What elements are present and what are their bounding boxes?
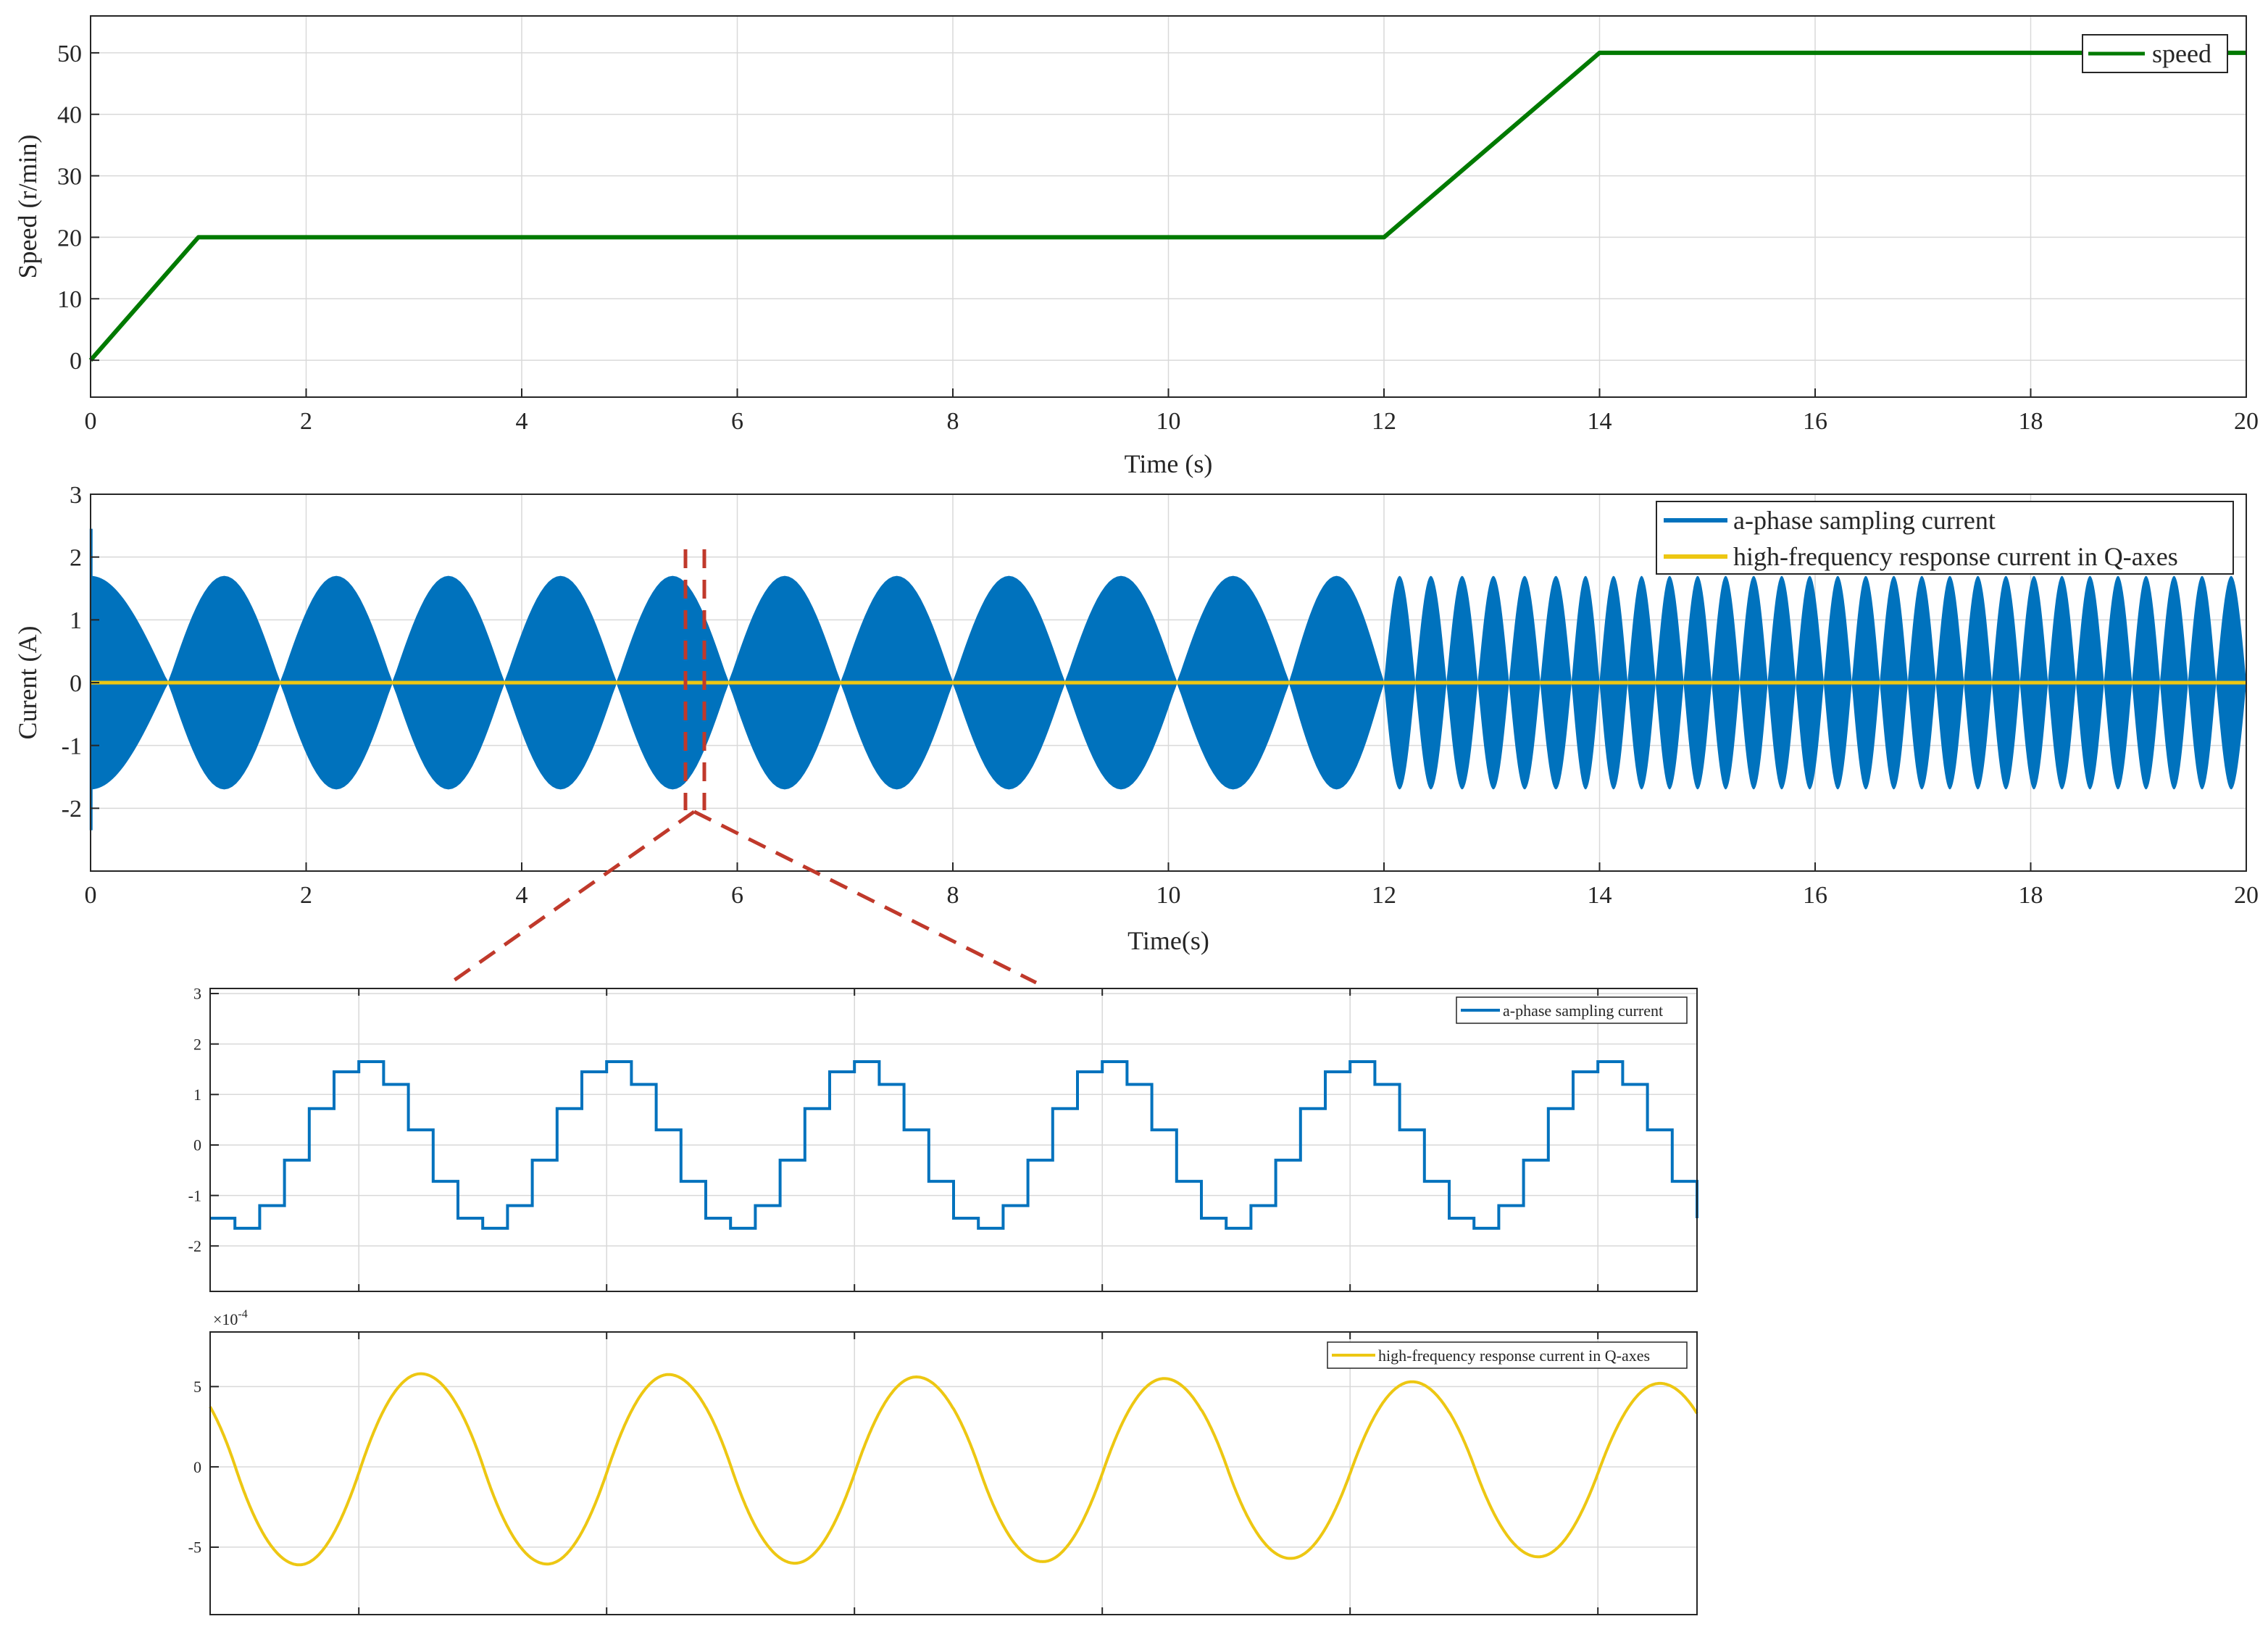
zoom-phase-y-tick-label-5: 3: [193, 985, 201, 1003]
zoom-hf-axes-frame: [209, 1331, 1698, 1615]
zoom-phase-y-tick-label-1: -1: [188, 1186, 201, 1204]
speed-x-tick-label-9: 18: [2019, 408, 2043, 435]
zoom-phase-y-tick-label-4: 2: [193, 1035, 201, 1053]
zoom-connector-left: [449, 809, 696, 985]
zoom-hf-ticks: -5 0 5: [188, 1332, 1599, 1615]
current-y-tick-label-5: 3: [70, 482, 82, 509]
zoom-hf-exponent-label: ×10-4: [213, 1308, 248, 1328]
speed-line: [88, 50, 2246, 362]
zoom-hf-legend: high-frequency response current in Q-axe…: [1327, 1341, 1688, 1369]
zoom-hf-panel: -5 0 5 ×10-4 high-frequency response curre…: [188, 1308, 1698, 1615]
zoom-phase-y-tick-label-0: -2: [188, 1237, 201, 1255]
current-x-tick-label-2: 4: [516, 882, 528, 909]
current-legend-label-phase: a-phase sampling current: [1733, 506, 1996, 535]
zoom-hf-legend-box: [1327, 1341, 1688, 1369]
current-x-tick-label-9: 18: [2019, 882, 2043, 909]
speed-panel: 0 2 4 6 8 10 12 14 16 18 20 0 10 20 30 40 50 Time (s) Sp…: [13, 15, 2259, 478]
zoom-hf-y-tick-label-2: 5: [193, 1378, 201, 1396]
speed-x-tick-label-0: 0: [85, 408, 97, 435]
speed-y-tick-label-5: 50: [57, 41, 82, 67]
speed-x-tick-label-10: 20: [2234, 408, 2259, 435]
zoom-phase-legend: a-phase sampling current: [1456, 996, 1688, 1024]
current-y-tick-label-0: -2: [62, 796, 82, 823]
speed-x-tick-label-4: 8: [947, 408, 959, 435]
current-y-tick-label-1: -1: [62, 733, 82, 760]
current-x-tick-label-10: 20: [2234, 882, 2259, 909]
current-x-tick-label-4: 8: [947, 882, 959, 909]
current-y-tick-label-2: 0: [70, 670, 82, 697]
zoom-hf-legend-label: high-frequency response current in Q-axe…: [1378, 1346, 1650, 1365]
speed-y-tick-label-4: 40: [57, 102, 82, 129]
current-y-axis-label: Curent (A): [13, 626, 42, 740]
speed-x-tick-label-8: 16: [1803, 408, 1827, 435]
current-legend: a-phase sampling current high-frequency …: [1656, 501, 2234, 575]
current-y-tick-label-3: 1: [70, 607, 82, 634]
speed-x-tick-label-3: 6: [731, 408, 743, 435]
current-x-tick-label-3: 6: [731, 882, 743, 909]
current-x-tick-label-5: 10: [1156, 882, 1181, 909]
speed-series: [88, 50, 2246, 362]
speed-x-tick-label-7: 14: [1588, 408, 1612, 435]
current-y-tick-label-4: 2: [70, 545, 82, 572]
speed-y-tick-label-3: 30: [57, 163, 82, 190]
current-x-tick-label-7: 14: [1588, 882, 1612, 909]
speed-y-axis-label: Speed (r/min): [13, 135, 42, 279]
current-x-tick-label-0: 0: [85, 882, 97, 909]
speed-x-tick-label-5: 10: [1156, 408, 1181, 435]
speed-legend: speed: [2082, 34, 2228, 73]
current-legend-box: [1656, 501, 2234, 575]
zoom-hf-series: [209, 1372, 1698, 1567]
speed-x-tick-label-6: 12: [1372, 408, 1396, 435]
zoom-phase-axes-frame: [209, 988, 1698, 1292]
zoom-phase-ticks: -2 -1 0 1 2 3: [188, 985, 1599, 1291]
zoom-window-marker: [449, 549, 1038, 985]
zoom-phase-y-tick-label-2: 0: [193, 1136, 201, 1154]
zoom-phase-series: [210, 1060, 1698, 1230]
current-legend-label-hf: high-frequency response current in Q-axe…: [1733, 542, 2178, 571]
speed-ticks: 0 2 4 6 8 10 12 14 16 18 20 0 10 20 30 40 50: [57, 41, 2259, 435]
speed-x-tick-label-1: 2: [300, 408, 312, 435]
speed-y-tick-label-1: 10: [57, 286, 82, 313]
speed-x-axis-label: Time (s): [1125, 449, 1213, 478]
speed-y-tick-label-0: 0: [70, 348, 82, 375]
zoom-connector-right: [693, 809, 1038, 985]
zoom-phase-panel: -2 -1 0 1 2 3 a-phase sampling current: [188, 985, 1698, 1292]
speed-y-tick-label-2: 20: [57, 225, 82, 251]
zoom-hf-y-tick-label-1: 0: [193, 1458, 201, 1476]
zoom-phase-y-tick-label-3: 1: [193, 1086, 201, 1104]
zoom-phase-legend-label: a-phase sampling current: [1503, 1002, 1663, 1020]
current-x-tick-label-6: 12: [1372, 882, 1396, 909]
speed-legend-label: speed: [2152, 39, 2211, 68]
zoom-hf-y-tick-label-0: -5: [188, 1539, 201, 1557]
current-x-tick-label-1: 2: [300, 882, 312, 909]
current-x-tick-label-8: 16: [1803, 882, 1827, 909]
current-x-axis-label: Time(s): [1127, 926, 1209, 955]
speed-x-tick-label-2: 4: [516, 408, 528, 435]
